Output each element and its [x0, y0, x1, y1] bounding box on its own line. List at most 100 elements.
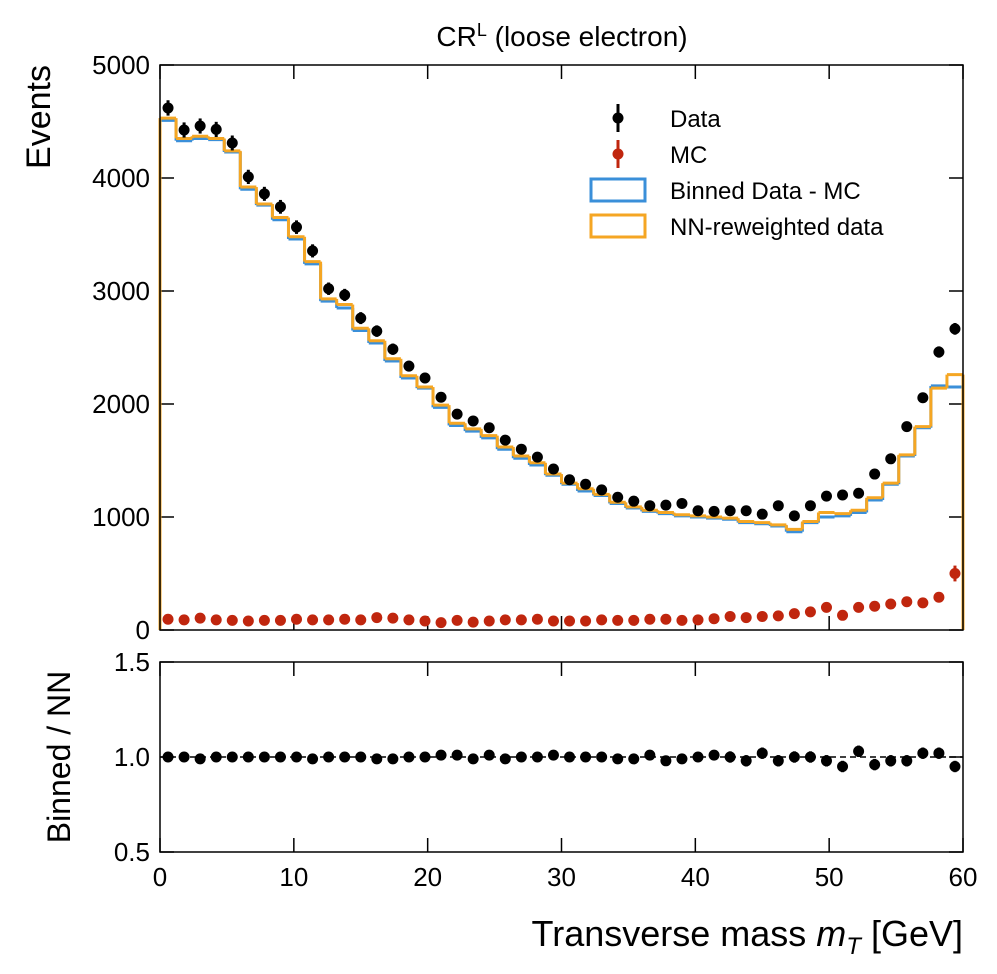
data-point: [724, 610, 736, 622]
data-point: [403, 751, 415, 763]
data-point: [307, 753, 319, 765]
data-point: [403, 360, 415, 372]
legend-marker: [612, 148, 624, 160]
data-point: [258, 188, 270, 200]
data-point: [676, 614, 688, 626]
data-point: [467, 415, 479, 427]
x-tick-label: 40: [681, 862, 710, 892]
data-point: [949, 761, 961, 772]
data-point: [435, 617, 447, 629]
data-point: [339, 289, 351, 301]
data-point: [580, 751, 592, 763]
data-point: [756, 610, 768, 622]
data-point: [258, 614, 270, 626]
data-point: [917, 392, 929, 404]
xlabel-sub: T: [846, 933, 863, 960]
data-point: [419, 615, 431, 627]
data-point: [242, 171, 254, 183]
data-point: [531, 451, 543, 463]
data-point: [644, 500, 656, 512]
data-point: [387, 753, 399, 765]
data-point: [531, 751, 543, 763]
data-point: [788, 751, 800, 763]
data-point: [885, 598, 897, 610]
data-point: [355, 614, 367, 626]
data-point: [740, 505, 752, 517]
data-point: [483, 615, 495, 627]
title-text: CR: [436, 21, 476, 52]
data-point: [692, 505, 704, 517]
data-point: [869, 600, 881, 612]
data-point: [387, 612, 399, 624]
y-tick-label: 4000: [92, 163, 150, 193]
data-point: [564, 751, 576, 763]
data-point: [612, 491, 624, 503]
data-point: [291, 613, 303, 625]
legend-swatch: [589, 213, 647, 239]
data-point: [547, 463, 559, 475]
data-point: [499, 753, 511, 765]
data-point: [467, 753, 479, 765]
title-sup: L: [477, 20, 487, 40]
data-point: [499, 614, 511, 626]
data-point: [660, 755, 672, 767]
data-point: [676, 497, 688, 509]
legend-label: MC: [670, 142, 707, 169]
data-point: [242, 751, 254, 763]
data-point: [371, 612, 383, 624]
data-point: [740, 612, 752, 624]
data-point: [917, 597, 929, 609]
data-point: [853, 745, 865, 757]
data-point: [210, 614, 222, 626]
data-point: [178, 124, 190, 136]
data-point: [162, 751, 174, 763]
data-point: [740, 755, 752, 767]
data-point: [788, 510, 800, 522]
data-point: [226, 137, 238, 149]
data-point: [258, 751, 270, 763]
data-point: [933, 747, 945, 759]
data-point: [612, 753, 624, 765]
data-point: [885, 755, 897, 767]
data-point: [564, 615, 576, 627]
data-point: [853, 601, 865, 613]
xlabel-text: Transverse mass: [532, 913, 817, 954]
data-point: [274, 201, 286, 213]
y-tick-label: 0: [136, 615, 150, 645]
data-point: [194, 753, 206, 765]
x-tick-label: 10: [279, 862, 308, 892]
data-point: [644, 613, 656, 625]
y-tick-label: 1.5: [114, 647, 150, 677]
data-point: [756, 508, 768, 520]
data-point: [788, 608, 800, 620]
data-point: [371, 325, 383, 337]
data-point: [371, 753, 383, 765]
title-rest: (loose electron): [487, 21, 688, 52]
data-point: [499, 434, 511, 446]
data-point: [756, 747, 768, 759]
data-point: [596, 614, 608, 626]
data-point: [162, 613, 174, 625]
data-point: [226, 614, 238, 626]
data-point: [724, 751, 736, 763]
data-point: [547, 749, 559, 761]
data-point: [901, 596, 913, 608]
data-point: [435, 391, 447, 403]
data-point: [708, 749, 720, 761]
data-point: [483, 749, 495, 761]
data-point: [162, 102, 174, 114]
data-point: [644, 749, 656, 761]
data-point: [596, 484, 608, 496]
data-point: [515, 614, 527, 626]
data-point: [178, 614, 190, 626]
y-axis-label: Events: [20, 65, 58, 169]
data-point: [226, 751, 238, 763]
plot-frame: [159, 661, 964, 853]
data-point: [869, 468, 881, 480]
plot-frame: [159, 64, 964, 631]
data-point: [660, 613, 672, 625]
data-point: [515, 443, 527, 455]
data-point: [242, 615, 254, 627]
data-point: [628, 495, 640, 507]
data-point: [355, 312, 367, 324]
